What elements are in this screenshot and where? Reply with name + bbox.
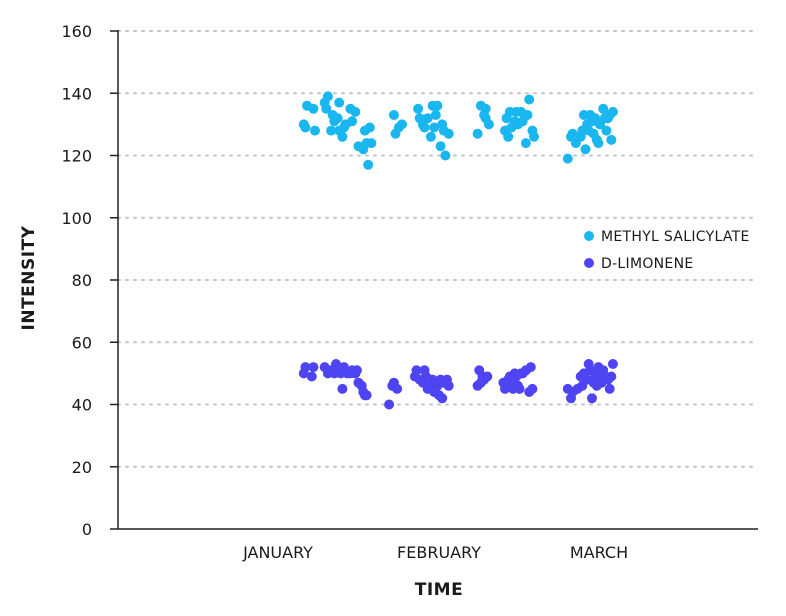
- y-tick-label: 20: [72, 458, 92, 477]
- x-tick-label: MARCH: [570, 543, 628, 562]
- data-point: [606, 371, 617, 382]
- data-point: [500, 383, 510, 394]
- data-point: [606, 134, 617, 145]
- y-tick-label: 40: [72, 396, 92, 415]
- data-point: [593, 138, 604, 149]
- data-point: [321, 103, 332, 114]
- data-point: [384, 399, 395, 410]
- data-point: [483, 119, 494, 130]
- data-point: [607, 106, 618, 117]
- data-point: [411, 365, 422, 376]
- y-tick-label: 140: [61, 84, 92, 103]
- data-point: [437, 393, 448, 404]
- y-tick-label: 0: [82, 520, 92, 539]
- data-point: [529, 131, 539, 142]
- x-axis-title: TIME: [415, 580, 463, 600]
- y-tick-label: 100: [61, 209, 92, 228]
- data-point: [363, 159, 374, 170]
- data-point: [520, 138, 531, 149]
- data-point: [443, 128, 454, 139]
- y-tick-label: 60: [72, 333, 92, 352]
- data-point: [432, 100, 443, 111]
- data-point: [347, 116, 358, 127]
- y-axis-ticks: 0 20 40 60 80 100 120 140 160: [61, 22, 118, 539]
- data-point: [334, 97, 345, 108]
- data-point: [351, 365, 362, 376]
- data-point: [308, 362, 319, 373]
- data-point: [308, 103, 319, 114]
- y-tick-label: 80: [72, 271, 92, 290]
- data-point: [322, 91, 333, 102]
- data-point: [443, 380, 454, 391]
- data-point: [361, 390, 372, 401]
- data-point: [587, 393, 597, 404]
- data-point: [397, 119, 407, 130]
- data-point: [430, 110, 441, 120]
- data-points: [298, 91, 618, 410]
- data-point: [435, 141, 446, 152]
- data-point: [472, 128, 483, 139]
- data-point: [480, 103, 491, 114]
- data-point: [601, 125, 612, 136]
- data-point: [300, 362, 311, 373]
- legend-label: METHYL SALICYLATE: [601, 229, 750, 245]
- data-point: [440, 150, 451, 161]
- data-point: [310, 125, 320, 136]
- data-point: [522, 110, 533, 120]
- x-axis-ticks: JANUARY FEBRUARY MARCH: [242, 543, 628, 562]
- data-point: [300, 122, 311, 133]
- x-tick-label: JANUARY: [242, 543, 313, 562]
- data-point: [524, 94, 535, 105]
- legend-label: D-LIMONENE: [601, 256, 694, 272]
- data-point: [527, 383, 538, 394]
- legend: METHYL SALICYLATE D-LIMONENE: [584, 229, 750, 272]
- data-point: [598, 103, 609, 114]
- data-point: [429, 122, 440, 133]
- data-point: [525, 362, 536, 373]
- y-tick-label: 160: [61, 22, 92, 41]
- data-point: [332, 113, 343, 124]
- data-point: [425, 131, 436, 142]
- data-point: [366, 138, 377, 149]
- data-point: [567, 128, 578, 139]
- gridlines: [117, 30, 759, 468]
- data-point: [364, 122, 375, 133]
- data-point: [607, 359, 618, 369]
- y-tick-label: 120: [61, 147, 92, 166]
- data-point: [422, 113, 433, 124]
- data-point: [482, 371, 493, 382]
- data-point: [388, 110, 399, 120]
- data-point: [419, 122, 430, 133]
- data-point: [413, 103, 424, 114]
- data-point: [514, 383, 525, 394]
- legend-marker: [584, 258, 594, 268]
- data-point: [503, 131, 514, 142]
- data-point: [337, 383, 348, 394]
- data-point: [306, 371, 317, 382]
- data-point: [392, 383, 403, 394]
- data-point: [337, 131, 348, 142]
- data-point: [326, 125, 337, 136]
- data-point: [580, 144, 591, 155]
- data-point: [562, 153, 573, 164]
- data-point: [604, 383, 615, 394]
- x-tick-label: FEBRUARY: [397, 543, 481, 562]
- y-axis-title: INTENSITY: [19, 225, 39, 330]
- legend-marker: [584, 231, 594, 241]
- data-point: [350, 106, 361, 117]
